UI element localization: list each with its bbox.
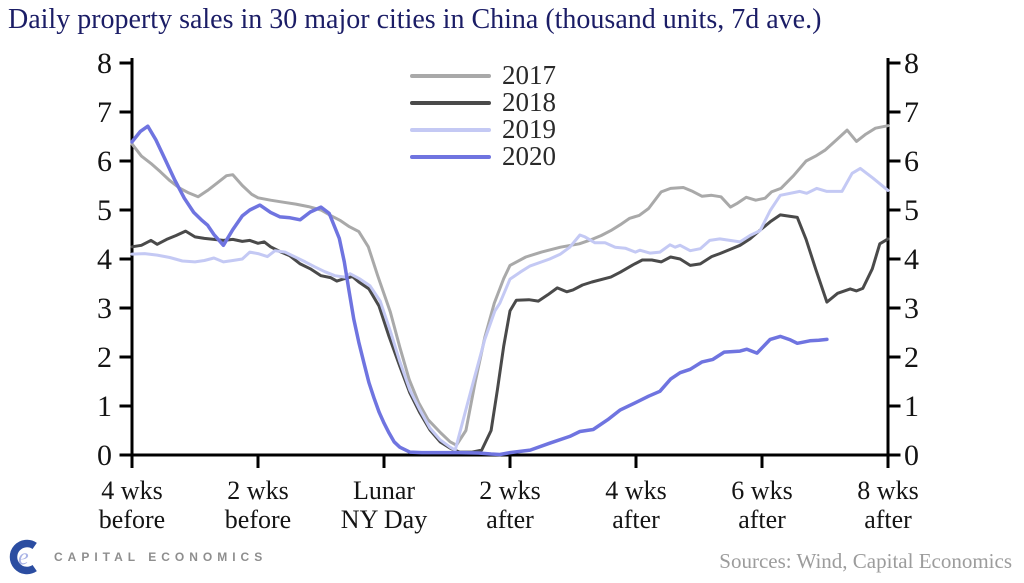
y-tick-label-left: 5 [97,194,112,227]
legend-label: 2017 [502,60,556,90]
y-tick-label-right: 1 [904,390,919,423]
y-tick-label-left: 7 [97,96,112,129]
capital-economics-logo: e [9,539,37,575]
legend-line-swatch [410,100,491,105]
y-tick-label-left: 0 [97,439,112,472]
x-tick-label: 8 wks [857,476,918,505]
x-tick-label: 2 wks [479,476,540,505]
brand-name: CAPITAL ECONOMICS [54,550,268,564]
logo-c-icon [9,539,37,575]
series-line-2020 [130,124,829,457]
x-tick-label: before [225,505,291,534]
chart-title: Daily property sales in 30 major cities … [8,4,822,35]
y-tick-label-left: 1 [97,390,112,423]
x-tick-label: NY Day [341,505,427,534]
sources-note: Sources: Wind, Capital Economics [719,549,1012,573]
x-tick-label: before [99,505,165,534]
x-tick-label: after [738,505,786,534]
legend-line-swatch [410,73,491,78]
x-tick-label: after [612,505,660,534]
legend-item-2017: 2017 [410,62,556,89]
x-tick-label: Lunar [353,476,415,505]
legend-label: 2018 [502,87,556,117]
series-line-2017 [130,124,890,447]
x-tick-label: after [486,505,534,534]
y-tick-label-left: 3 [97,292,112,325]
y-tick-label-right: 3 [904,292,919,325]
y-tick-label-left: 2 [97,341,112,374]
x-tick-label: 4 wks [101,476,162,505]
legend-line-swatch [410,154,491,159]
series-line-2019 [130,166,890,452]
y-tick-label-left: 6 [97,145,112,178]
y-tick-label-right: 6 [904,145,919,178]
legend-line-swatch [410,127,491,132]
x-tick-label: 2 wks [227,476,288,505]
y-tick-label-right: 8 [904,47,919,80]
legend-item-2019: 2019 [410,116,556,143]
y-tick-label-right: 7 [904,96,919,129]
legend-item-2020: 2020 [410,143,556,170]
y-tick-label-right: 0 [904,439,919,472]
y-tick-label-right: 5 [904,194,919,227]
y-tick-label-right: 4 [904,243,919,276]
x-tick-label: after [864,505,912,534]
legend-label: 2019 [502,114,556,144]
y-tick-label-left: 4 [97,243,112,276]
x-tick-label: 6 wks [731,476,792,505]
legend-item-2018: 2018 [410,89,556,116]
x-tick-label: 4 wks [605,476,666,505]
series-line-2018 [130,213,890,454]
y-tick-label-right: 2 [904,341,919,374]
legend: 2017 2018 2019 2020 [410,62,556,170]
legend-label: 2020 [502,141,556,171]
y-tick-label-left: 8 [97,47,112,80]
logo-e-icon: e [18,545,29,571]
